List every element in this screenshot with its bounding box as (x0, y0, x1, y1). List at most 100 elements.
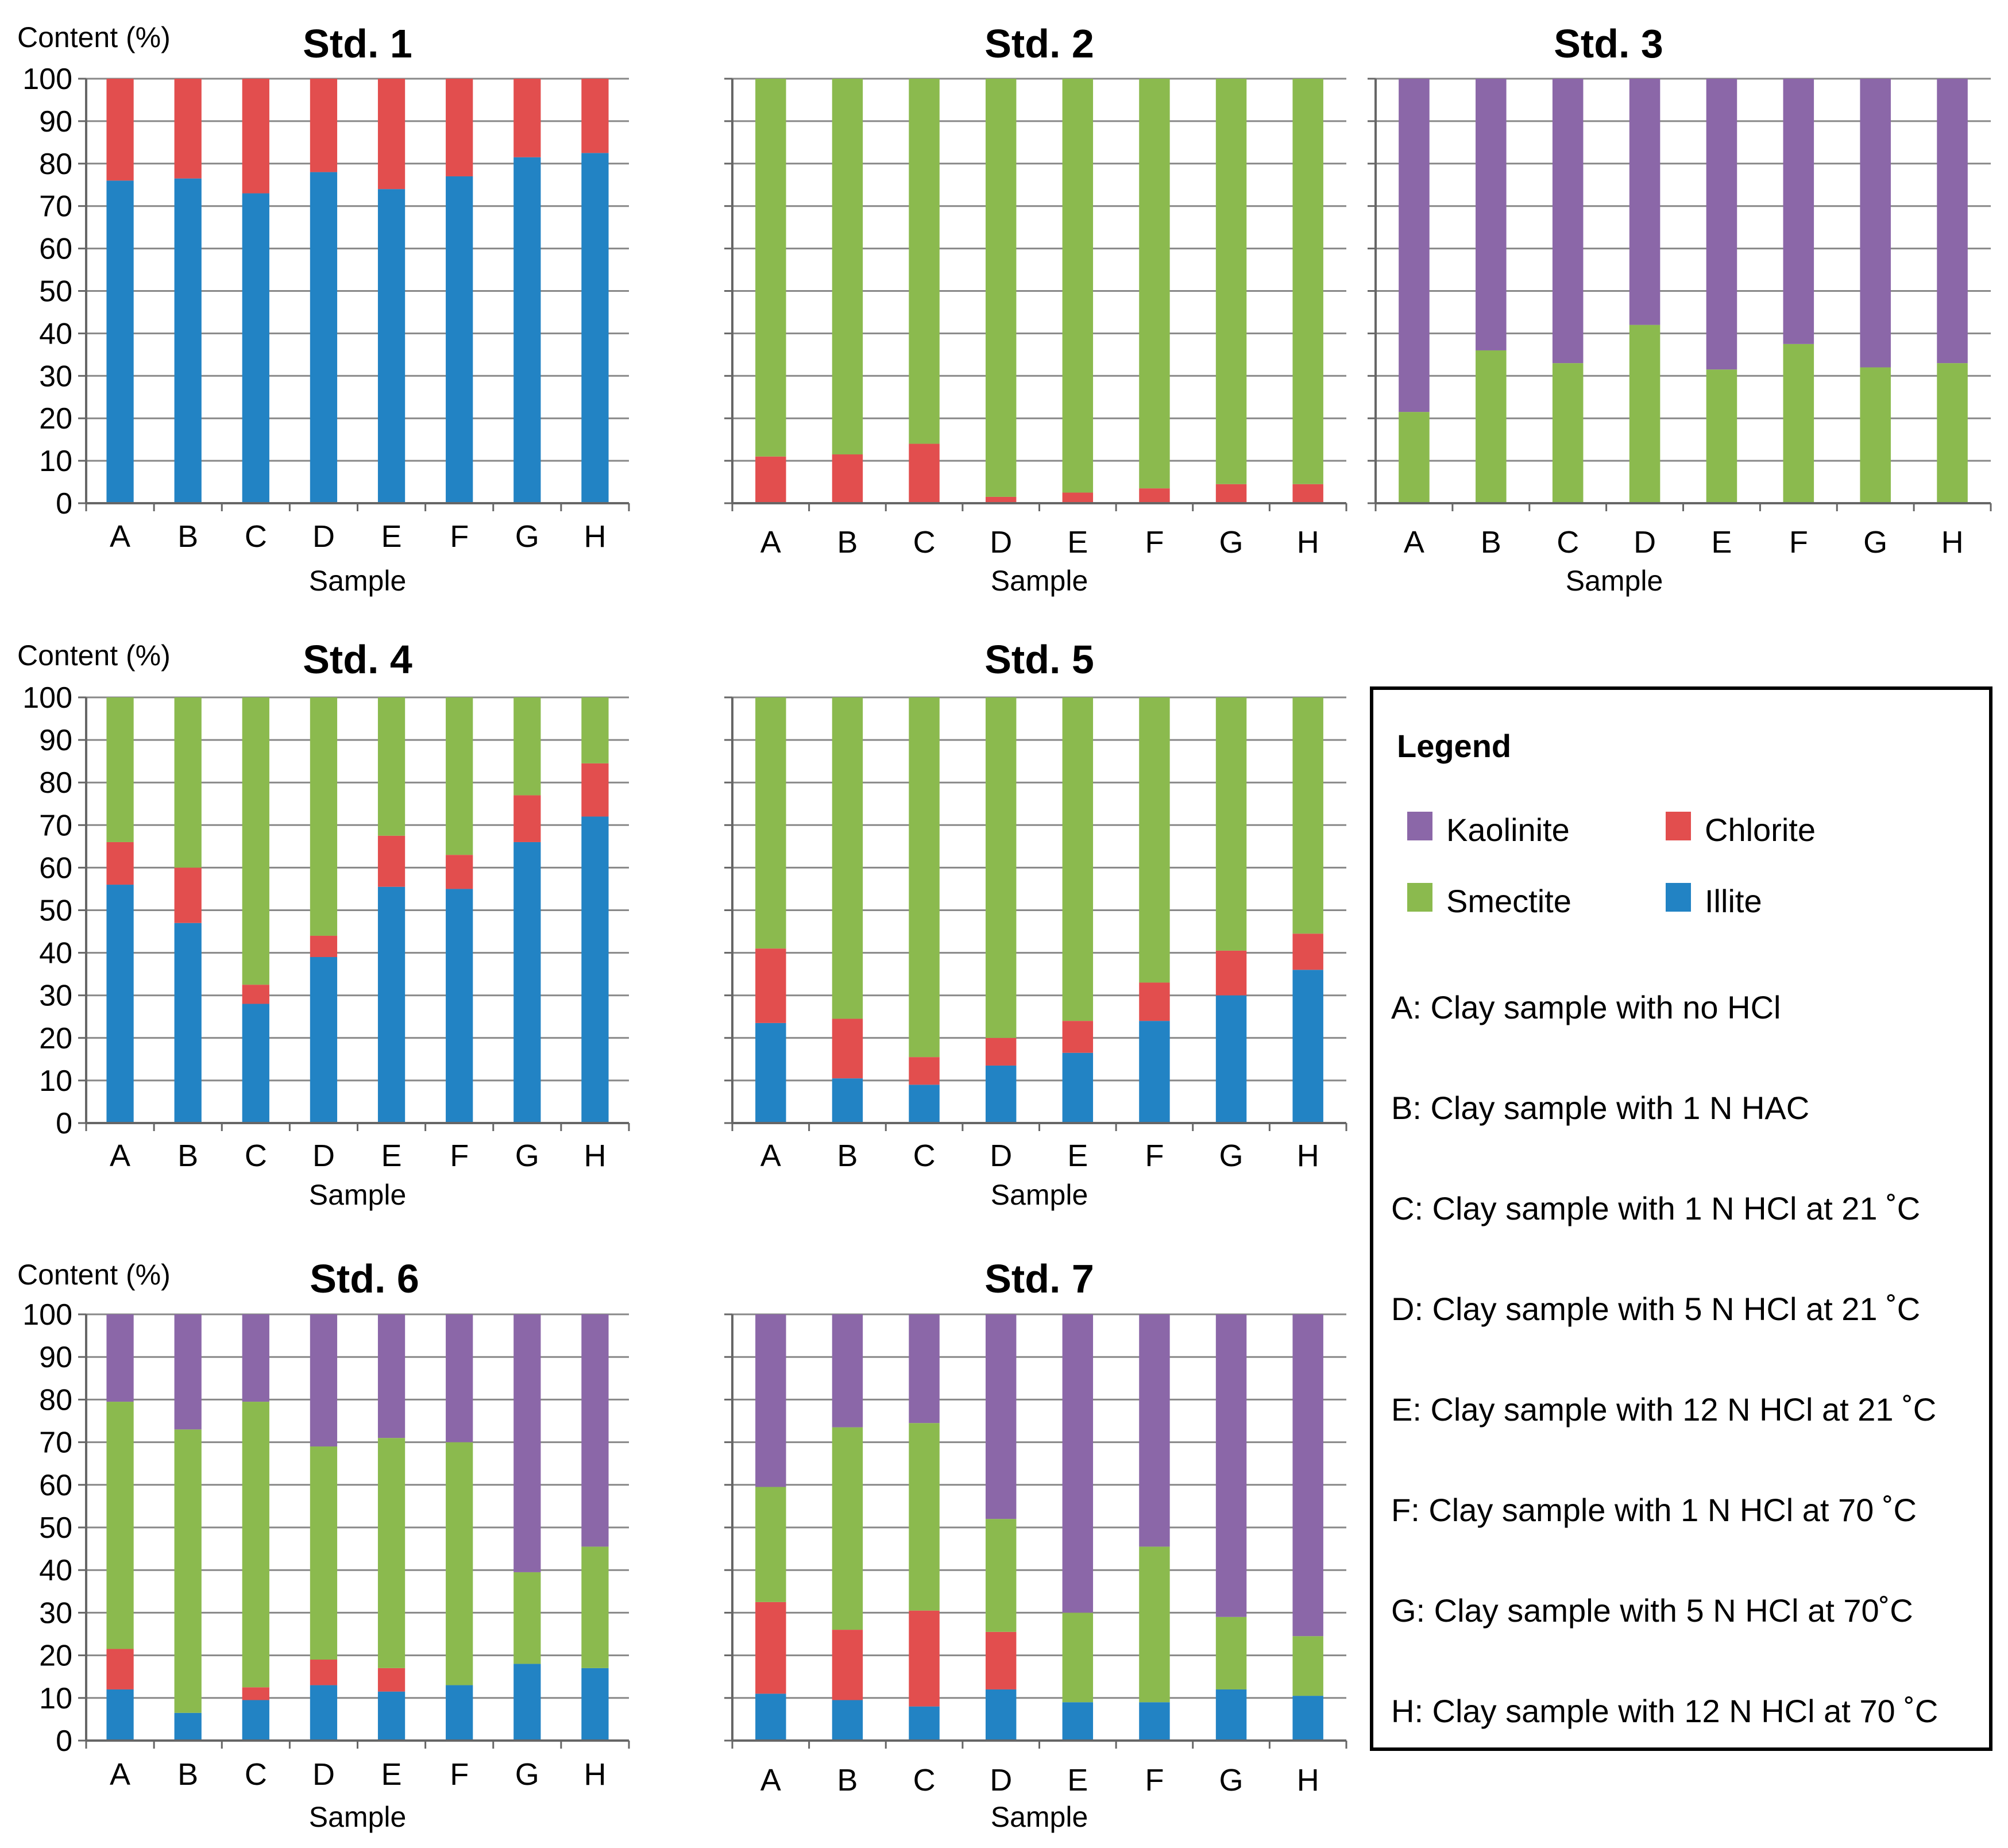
y-tick-label: 0 (56, 1107, 72, 1140)
bar-illite-e (1062, 1052, 1094, 1123)
x-tick-label: E (381, 1757, 402, 1792)
bar-smectite-b (174, 697, 202, 868)
legend-note-g: G: Clay sample with 5 N HCl at 70˚C (1391, 1592, 1913, 1629)
x-tick-label: G (1219, 1763, 1244, 1797)
bar-chlorite-c (242, 79, 269, 194)
bar-illite-a (106, 885, 134, 1123)
bar-smectite-h (1292, 79, 1323, 484)
y-tick-label: 90 (39, 1341, 72, 1374)
bar-illite-e (377, 1691, 406, 1741)
x-axis-label: Sample (309, 1179, 407, 1211)
bar-chlorite-d (310, 79, 338, 172)
x-tick-label: G (1863, 525, 1887, 560)
bar-kaolinite-g (1860, 79, 1891, 368)
bar-illite-f (446, 889, 473, 1123)
bar-chlorite-h (581, 763, 609, 817)
bar-chlorite-h (581, 79, 609, 153)
bar-chlorite-c (909, 443, 940, 503)
bar-chlorite-a (755, 456, 786, 503)
bar-smectite-e (377, 697, 406, 836)
chart-title: Std. 2 (984, 21, 1094, 66)
y-tick-label: 60 (39, 233, 72, 266)
x-tick-label: H (1297, 1139, 1319, 1173)
x-tick-label: F (1145, 1763, 1164, 1797)
bar-smectite-a (106, 1402, 134, 1649)
legend-note-b: B: Clay sample with 1 N HAC (1391, 1090, 1809, 1126)
x-tick-label: D (1634, 525, 1656, 560)
bar-illite-h (581, 816, 609, 1123)
bar-smectite-h (1937, 363, 1968, 503)
bar-illite-d (310, 172, 338, 504)
legend-swatch-kaolinite (1407, 812, 1432, 840)
bar-smectite-b (832, 79, 863, 455)
x-tick-label: B (1481, 525, 1501, 560)
x-tick-label: C (245, 1139, 267, 1173)
x-tick-label: A (110, 519, 130, 554)
bar-kaolinite-d (310, 1314, 338, 1447)
bar-illite-b (174, 1712, 202, 1741)
legend-note-c: C: Clay sample with 1 N HCl at 21 ˚C (1391, 1190, 1920, 1226)
x-tick-label: C (245, 1757, 267, 1792)
x-tick-label: G (515, 1757, 539, 1792)
bar-smectite-h (1292, 1636, 1323, 1696)
x-axis-label: Sample (991, 1179, 1088, 1211)
legend-swatch-smectite (1407, 883, 1432, 912)
y-axis-label: Content (%) (17, 1259, 171, 1291)
bar-smectite-e (377, 1438, 406, 1668)
bar-illite-c (909, 1085, 940, 1123)
chart-std-4: A B C D E F G H 0 10 20 30 40 50 60 70 80 90 100 Content (%… (17, 637, 630, 1211)
y-tick-label: 40 (39, 937, 72, 970)
bar-illite-f (1139, 1021, 1170, 1123)
y-tick-label: 0 (56, 1724, 72, 1758)
x-tick-label: H (1297, 1763, 1319, 1797)
bar-chlorite-f (446, 855, 473, 889)
x-tick-label: A (760, 525, 781, 560)
bar-chlorite-d (310, 1660, 338, 1685)
bar-smectite-e (1062, 79, 1094, 493)
x-tick-label: B (177, 1757, 198, 1792)
bar-illite-g (513, 157, 541, 504)
bar-illite-b (174, 923, 202, 1123)
bar-smectite-g (513, 697, 541, 796)
bar-illite-d (310, 957, 338, 1123)
x-tick-label: B (837, 525, 858, 560)
bar-kaolinite-g (513, 1314, 541, 1572)
y-tick-label: 20 (39, 402, 72, 435)
y-tick-label: 100 (22, 63, 72, 96)
chart-title: Std. 5 (984, 637, 1094, 682)
bar-chlorite-g (513, 795, 541, 842)
bar-kaolinite-c (242, 1314, 269, 1402)
chart-std-3: A B C D E F G H Std. 3 Sample (1368, 21, 1992, 597)
legend-note-d: D: Clay sample with 5 N HCl at 21 ˚C (1391, 1291, 1920, 1327)
bar-chlorite-h (1292, 484, 1323, 503)
bar-kaolinite-e (1062, 1314, 1094, 1613)
legend-note-a: A: Clay sample with no HCl (1391, 989, 1781, 1025)
bar-chlorite-b (174, 79, 202, 179)
x-tick-label: A (1404, 525, 1424, 560)
bar-chlorite-b (832, 454, 863, 503)
bar-chlorite-d (985, 1631, 1017, 1689)
bar-smectite-g (1215, 1616, 1247, 1689)
y-tick-label: 50 (39, 894, 72, 928)
y-tick-label: 40 (39, 317, 72, 350)
y-tick-label: 40 (39, 1554, 72, 1587)
x-tick-label: F (1789, 525, 1808, 560)
y-tick-label: 30 (39, 979, 72, 1013)
chart-title: Std. 1 (303, 21, 412, 66)
x-tick-label: C (913, 1139, 936, 1173)
bar-illite-f (446, 1685, 473, 1741)
y-axis-label: Content (%) (17, 21, 171, 53)
bar-smectite-b (174, 1429, 202, 1713)
x-tick-label: G (515, 1139, 539, 1173)
bar-kaolinite-h (1292, 1314, 1323, 1637)
y-tick-label: 80 (39, 1383, 72, 1417)
bar-chlorite-f (446, 79, 473, 176)
x-tick-label: B (177, 1139, 198, 1173)
x-tick-label: H (1941, 525, 1964, 560)
y-axis-label: Content (%) (17, 639, 171, 672)
y-tick-label: 90 (39, 724, 72, 757)
x-tick-label: E (1711, 525, 1732, 560)
bar-smectite-g (1215, 697, 1247, 951)
bar-chlorite-d (985, 1037, 1017, 1066)
chart-title: Std. 4 (303, 637, 412, 682)
